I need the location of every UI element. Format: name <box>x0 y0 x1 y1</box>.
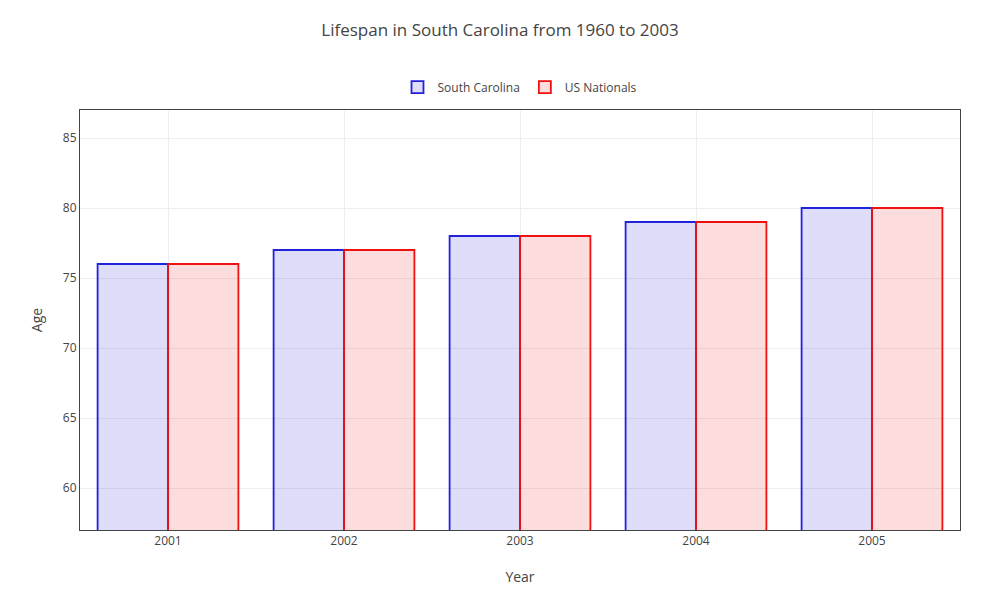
svg-text:80: 80 <box>63 199 77 216</box>
svg-text:South Carolina: South Carolina <box>438 79 520 96</box>
svg-text:2005: 2005 <box>858 532 886 549</box>
svg-text:2003: 2003 <box>506 532 534 549</box>
svg-text:Lifespan in South Carolina fro: Lifespan in South Carolina from 1960 to … <box>321 18 678 41</box>
svg-text:Year: Year <box>505 567 534 586</box>
svg-text:2002: 2002 <box>330 532 358 549</box>
svg-text:85: 85 <box>63 129 77 146</box>
svg-text:Age: Age <box>27 308 46 332</box>
svg-text:US Nationals: US Nationals <box>565 79 637 96</box>
svg-text:70: 70 <box>63 339 77 356</box>
svg-text:2001: 2001 <box>154 532 181 549</box>
svg-text:2004: 2004 <box>682 532 710 549</box>
svg-text:75: 75 <box>63 269 77 286</box>
svg-text:65: 65 <box>63 409 77 426</box>
svg-text:60: 60 <box>63 479 77 496</box>
